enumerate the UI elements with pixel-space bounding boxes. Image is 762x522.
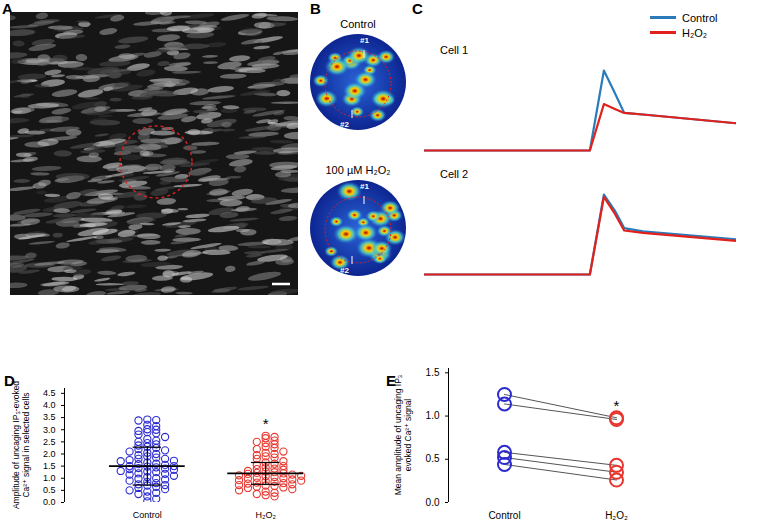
svg-text:H₂O₂: H₂O₂	[605, 510, 628, 521]
svg-text:1.0: 1.0	[43, 473, 56, 483]
svg-text:1.5: 1.5	[43, 461, 56, 471]
svg-text:2.0: 2.0	[43, 449, 56, 459]
svg-text:H₂O₂: H₂O₂	[255, 510, 276, 520]
html-text:#2: #2	[340, 266, 349, 275]
html-text:#1: #1	[360, 182, 369, 191]
html-text:A: A	[2, 0, 13, 17]
html-text:Mean amplitude of uncaging IP₃: Mean amplitude of uncaging IP₃ evoked Ca…	[393, 374, 413, 496]
svg-text:4.5: 4.5	[43, 388, 56, 398]
html-text:Cell 1: Cell 1	[440, 44, 469, 56]
svg-text:2.5: 2.5	[43, 437, 56, 447]
html-text:Control: Control	[340, 18, 376, 30]
svg-text:1.0: 1.0	[426, 410, 440, 421]
svg-text:3.5: 3.5	[43, 412, 56, 422]
svg-text:4.0: 4.0	[43, 400, 56, 410]
svg-text:0.5: 0.5	[426, 453, 440, 464]
html-text:100 µM H₂O₂: 100 µM H₂O₂	[325, 164, 391, 176]
html-text:D: D	[4, 372, 15, 389]
svg-text:0.0: 0.0	[426, 497, 440, 508]
html-text:C: C	[412, 0, 423, 17]
html-text:Cell 2: Cell 2	[440, 168, 469, 180]
html-text:Control: Control	[682, 11, 718, 24]
html-text:H₂O₂: H₂O₂	[682, 26, 707, 39]
svg-text:0.0: 0.0	[43, 497, 56, 507]
html-text:B: B	[310, 0, 321, 17]
svg-text:Control: Control	[133, 510, 162, 520]
svg-text:*: *	[263, 415, 269, 432]
svg-text:1.5: 1.5	[426, 367, 440, 378]
html-text:Amplitude of uncaging IP₃-evok: Amplitude of uncaging IP₃-evoked Ca²⁺ si…	[11, 380, 31, 510]
html-text:E: E	[386, 372, 396, 389]
svg-text:3.0: 3.0	[43, 425, 56, 435]
svg-text:Control: Control	[488, 510, 520, 521]
svg-text:0.5: 0.5	[43, 485, 56, 495]
html-text:#2: #2	[340, 120, 349, 129]
svg-text:*: *	[614, 397, 620, 414]
html-text:#1: #1	[360, 36, 369, 45]
